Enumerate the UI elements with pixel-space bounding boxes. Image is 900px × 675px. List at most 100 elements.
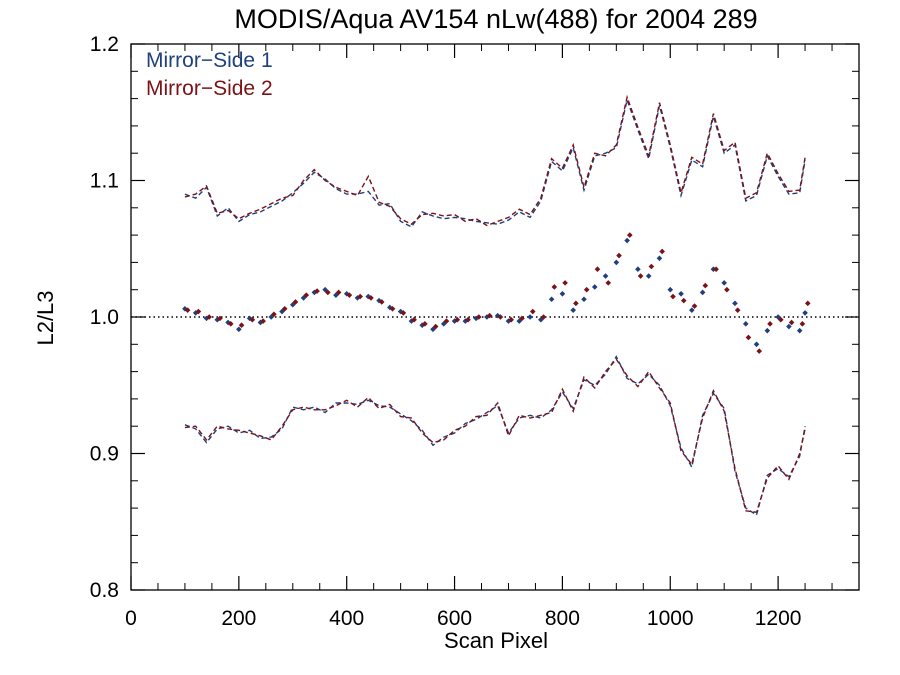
series-2-point <box>713 266 719 273</box>
series-1-point <box>268 314 275 320</box>
series-2-point <box>292 299 299 305</box>
series-2-point <box>432 323 439 330</box>
series-1-point <box>192 310 199 316</box>
series-1-point <box>354 295 361 301</box>
series-2-point <box>799 321 806 327</box>
series-1-point <box>527 314 533 320</box>
x-tick-label: 800 <box>545 607 580 630</box>
series-1-point <box>365 293 372 300</box>
y-tick-label: 0.9 <box>90 443 119 466</box>
series-2-point <box>605 280 612 286</box>
series-1-point <box>796 327 803 334</box>
series-2-point <box>637 273 644 279</box>
series-1-point <box>699 289 706 296</box>
series-2-point <box>206 314 212 320</box>
x-tick-label: 600 <box>437 607 472 630</box>
series-1-point <box>430 326 436 333</box>
series-1-point <box>786 323 792 330</box>
series-1-point <box>613 259 620 266</box>
series-2-upper-line <box>184 94 806 227</box>
legend-entry-mirror-side-2: Mirror−Side 2 <box>146 77 273 100</box>
series-2-point <box>238 322 245 328</box>
series-2-point <box>454 316 461 323</box>
series-1-upper-line <box>184 97 806 228</box>
x-tick-label: 200 <box>221 607 256 630</box>
series-1-point <box>333 292 339 298</box>
series-2-point <box>184 307 191 313</box>
series-1-point <box>667 286 674 293</box>
series-2-point <box>281 306 288 312</box>
series-2-point <box>378 299 385 305</box>
series-2-point <box>260 318 266 324</box>
series-2-point <box>659 248 665 255</box>
series-1-point <box>678 290 684 297</box>
series-2-point <box>346 292 353 298</box>
series-1-point <box>246 315 253 322</box>
series-1-point <box>721 280 727 286</box>
series-2-point <box>804 300 811 307</box>
series-2-point <box>724 286 730 293</box>
series-2-point <box>368 295 374 301</box>
series-2-point <box>303 292 310 298</box>
series-2-point <box>314 288 320 294</box>
series-2-point <box>400 310 407 316</box>
series-2-point <box>476 314 482 320</box>
y-tick-label: 1.0 <box>90 306 119 329</box>
series-1-point <box>753 341 760 348</box>
x-tick-label: 1000 <box>647 607 694 630</box>
series-1-point <box>689 307 695 313</box>
series-1-point <box>203 315 210 322</box>
series-2-point <box>422 321 428 327</box>
series-1-point <box>484 314 490 320</box>
series-1-point <box>473 315 479 322</box>
series-2-lower-line <box>184 358 806 513</box>
series-2-point <box>465 316 471 323</box>
series-2-point <box>357 293 363 300</box>
series-2-point <box>389 306 396 312</box>
series-2-point <box>551 284 558 290</box>
series-2-point <box>540 314 547 320</box>
series-2-point <box>767 321 773 327</box>
series-2-point <box>680 297 687 304</box>
y-tick-label: 1.2 <box>90 33 119 56</box>
series-2-point <box>594 266 601 273</box>
series-1-point <box>624 237 630 244</box>
series-1-point <box>742 321 749 327</box>
legend-entry-mirror-side-1: Mirror−Side 1 <box>146 49 273 72</box>
series-2-point <box>335 289 342 296</box>
series-2-point <box>616 252 622 259</box>
series-2-point <box>486 312 493 319</box>
series-1-point <box>311 289 318 296</box>
series-1-point <box>300 295 307 301</box>
series-2-point <box>497 314 504 320</box>
envelope-lines <box>184 94 806 516</box>
series-2-point <box>583 286 590 293</box>
series-2-point <box>271 311 277 318</box>
y-tick-label: 0.8 <box>90 579 119 602</box>
series-2-point <box>702 282 709 289</box>
series-1-point <box>802 310 808 316</box>
series-2-point <box>573 300 579 307</box>
series-1-point <box>279 308 285 315</box>
series-1-point <box>182 306 188 312</box>
y-axis-label: L2/L3 <box>33 290 58 345</box>
series-2-point <box>217 315 223 322</box>
series-2-point <box>648 263 655 270</box>
data-markers <box>182 232 811 354</box>
legend: Mirror−Side 1 Mirror−Side 2 <box>146 49 273 100</box>
series-1-point <box>570 307 576 313</box>
series-1-point <box>214 316 221 323</box>
series-1-point <box>376 297 382 304</box>
series-2-point <box>756 348 763 354</box>
chart-title: MODIS/Aqua AV154 nLw(488) for 2004 289 <box>234 4 757 34</box>
series-2-point <box>411 316 417 323</box>
series-1-point <box>591 284 598 290</box>
series-2-point <box>508 316 514 323</box>
series-2-point <box>325 289 331 296</box>
series-1-point <box>656 255 663 262</box>
x-axis-label: Scan Pixel <box>444 628 548 653</box>
series-1-point <box>732 300 738 307</box>
series-1-point <box>225 319 231 326</box>
series-2-point <box>778 316 784 323</box>
